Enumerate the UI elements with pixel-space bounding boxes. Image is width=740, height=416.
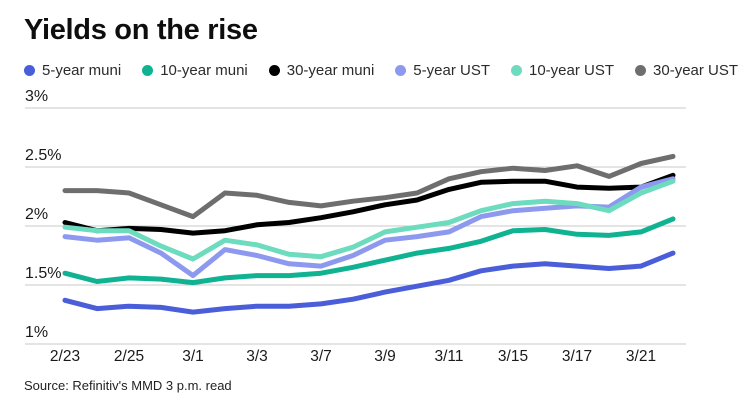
y-axis-tick-label: 1.5% xyxy=(25,265,61,282)
legend-item-30-year-muni: 30-year muni xyxy=(268,62,375,79)
x-axis-tick-label: 3/11 xyxy=(434,348,463,365)
legend-dot-icon xyxy=(635,65,647,76)
x-axis-tick-label: 2/23 xyxy=(50,348,80,365)
x-axis-tick-label: 3/3 xyxy=(246,348,268,365)
legend-item-10-year-muni: 10-year muni xyxy=(142,62,248,79)
y-axis-tick-label: 2.5% xyxy=(25,147,61,164)
legend-label: 10-year muni xyxy=(160,62,248,79)
chart-title: Yields on the rise xyxy=(24,14,258,46)
legend: 5-year muni 10-year muni 30-year muni 5-yea… xyxy=(24,62,738,79)
x-axis-tick-label: 3/17 xyxy=(562,348,592,365)
legend-item-5-year-ust: 5-year UST xyxy=(395,62,490,79)
legend-label: 30-year UST xyxy=(653,62,739,79)
series-line-5-year-muni xyxy=(62,250,676,315)
legend-dot-icon xyxy=(395,65,407,76)
legend-dot-icon xyxy=(142,65,154,76)
y-axis-tick-label: 3% xyxy=(25,88,48,105)
x-axis-tick-label: 3/9 xyxy=(374,348,396,365)
legend-label: 30-year muni xyxy=(286,62,375,79)
series-line-10-year-muni xyxy=(62,216,676,286)
x-axis-tick-label: 2/25 xyxy=(114,348,144,365)
legend-label: 5-year UST xyxy=(413,62,490,79)
series-line-30-year-muni xyxy=(62,172,676,236)
legend-item-10-year-ust: 10-year UST xyxy=(510,62,615,79)
legend-item-5-year-muni: 5-year muni xyxy=(24,62,121,79)
legend-label: 5-year muni xyxy=(42,62,122,79)
y-axis-tick-label: 2% xyxy=(25,206,48,223)
x-axis-tick-label: 3/15 xyxy=(498,348,528,365)
legend-label: 10-year UST xyxy=(528,62,615,79)
series-line-30-year-ust xyxy=(62,153,676,220)
series-line-5-year-ust xyxy=(62,176,676,279)
legend-dot-icon xyxy=(510,65,522,76)
x-axis-tick-label: 3/21 xyxy=(626,348,656,365)
legend-item-30-year-ust: 30-year UST xyxy=(635,62,738,79)
y-axis-tick-label: 1% xyxy=(25,324,48,341)
x-axis-tick-label: 3/7 xyxy=(310,348,332,365)
legend-dot-icon xyxy=(24,65,35,76)
x-axis-tick-label: 3/1 xyxy=(182,348,204,365)
source-note: Source: Refinitiv's MMD 3 p.m. read xyxy=(24,378,232,393)
legend-dot-icon xyxy=(268,65,280,76)
series-line-10-year-ust xyxy=(62,178,676,262)
